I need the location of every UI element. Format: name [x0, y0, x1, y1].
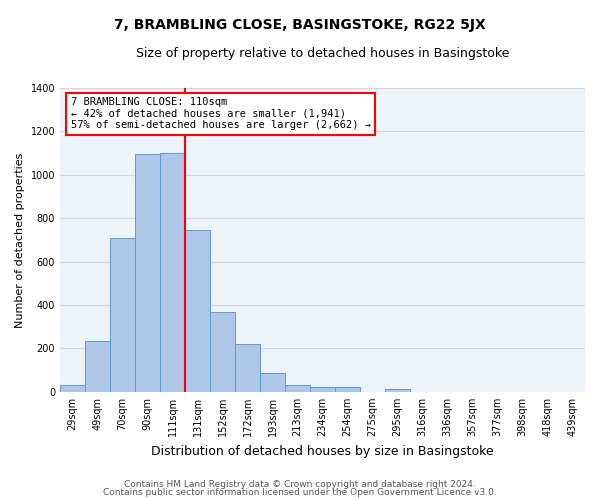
Text: 7, BRAMBLING CLOSE, BASINGSTOKE, RG22 5JX: 7, BRAMBLING CLOSE, BASINGSTOKE, RG22 5J…	[114, 18, 486, 32]
Bar	[385, 389, 410, 392]
Bar	[85, 341, 110, 392]
Bar	[60, 386, 85, 392]
Bar	[110, 238, 135, 392]
Bar	[160, 153, 185, 392]
Bar	[335, 388, 360, 392]
Text: 7 BRAMBLING CLOSE: 110sqm
← 42% of detached houses are smaller (1,941)
57% of se: 7 BRAMBLING CLOSE: 110sqm ← 42% of detac…	[71, 97, 371, 130]
Text: Contains public sector information licensed under the Open Government Licence v3: Contains public sector information licen…	[103, 488, 497, 497]
Y-axis label: Number of detached properties: Number of detached properties	[15, 152, 25, 328]
Text: Contains HM Land Registry data © Crown copyright and database right 2024.: Contains HM Land Registry data © Crown c…	[124, 480, 476, 489]
Title: Size of property relative to detached houses in Basingstoke: Size of property relative to detached ho…	[136, 48, 509, 60]
Bar	[210, 312, 235, 392]
Bar	[285, 386, 310, 392]
Bar	[235, 344, 260, 392]
Bar	[310, 387, 335, 392]
Bar	[260, 374, 285, 392]
Bar	[135, 154, 160, 392]
Bar	[185, 230, 210, 392]
X-axis label: Distribution of detached houses by size in Basingstoke: Distribution of detached houses by size …	[151, 444, 494, 458]
